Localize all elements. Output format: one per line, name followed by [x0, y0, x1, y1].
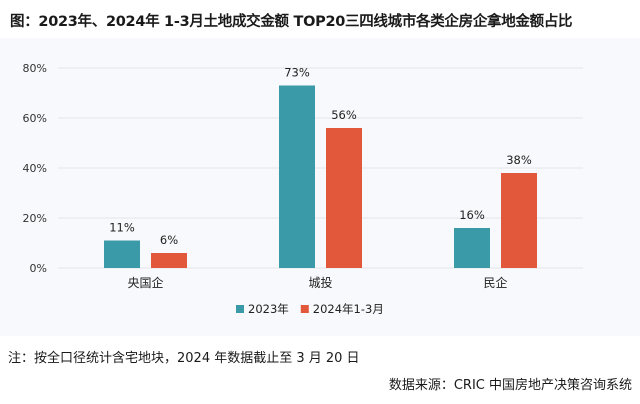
data-label: 16%: [459, 208, 485, 222]
legend-label: 2024年1-3月: [313, 302, 384, 316]
data-label: 38%: [506, 153, 532, 167]
data-labels: 11% 6% 73% 56% 16% 38%: [109, 66, 532, 248]
y-tick-label: 0%: [30, 262, 47, 275]
legend-swatch: [300, 305, 309, 313]
x-tick-label: 央国企: [127, 275, 163, 290]
bar-0-1: [151, 253, 187, 268]
y-tick-label: 40%: [23, 162, 47, 175]
data-source: 数据来源：CRIC 中国房地产决策咨询系统: [388, 378, 632, 393]
legend-label: 2023年: [248, 302, 289, 316]
y-tick-label: 60%: [23, 112, 47, 125]
x-axis-ticks: 央国企 城投 民企: [127, 275, 507, 290]
y-tick-label: 80%: [23, 62, 47, 75]
data-label: 73%: [284, 66, 310, 80]
y-tick-label: 20%: [23, 212, 47, 225]
x-tick-label: 民企: [483, 275, 507, 290]
bar-2-1: [501, 173, 537, 268]
data-label: 56%: [331, 108, 357, 122]
bar-1-0: [279, 85, 315, 268]
chart-title: 图：2023年、2024年 1-3月土地成交金额 TOP20三四线城市各类企房企…: [10, 14, 573, 30]
data-label: 11%: [109, 221, 135, 235]
bars: [104, 85, 537, 268]
footnote: 注：按全口径统计含宅地块，2024 年数据截止至 3 月 20 日: [8, 351, 360, 366]
x-tick-label: 城投: [308, 275, 332, 290]
legend: 2023年 2024年1-3月: [236, 302, 384, 316]
y-axis-ticks: 0% 20% 40% 60% 80%: [23, 62, 47, 275]
bar-2-0: [454, 228, 490, 268]
data-label: 6%: [160, 233, 178, 247]
bar-0-0: [104, 240, 140, 268]
bar-1-1: [326, 128, 362, 268]
legend-swatch: [236, 305, 244, 313]
gridlines: [58, 67, 583, 269]
